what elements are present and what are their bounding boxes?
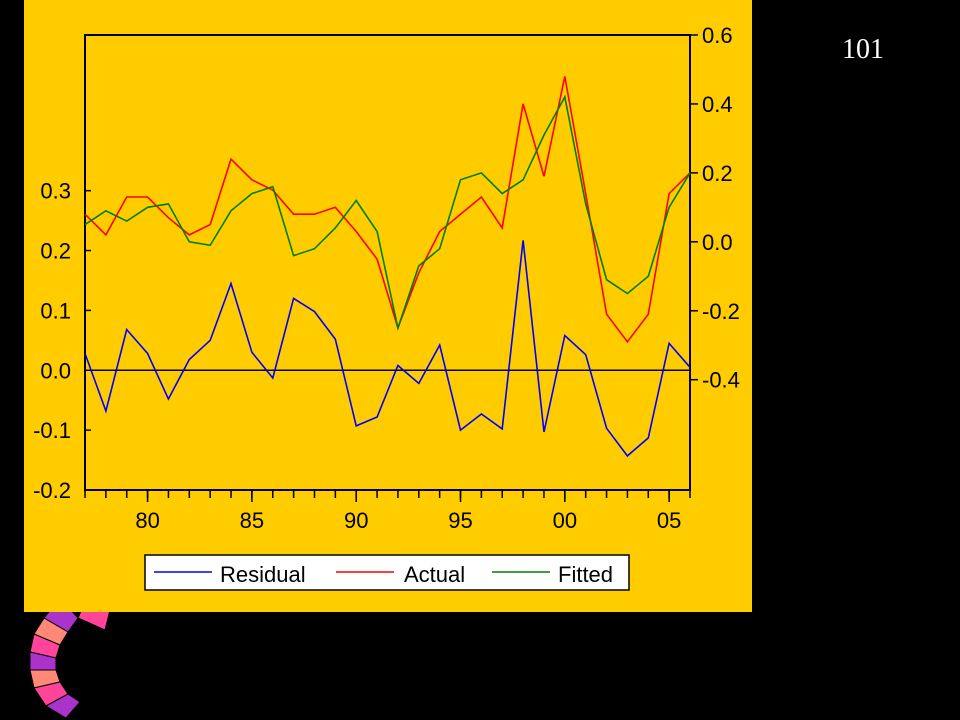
right-tick-label: 0.2 <box>702 161 733 186</box>
x-tick-label: 05 <box>657 508 681 533</box>
legend: Residual Actual Fitted <box>144 554 630 591</box>
left-tick-label: 0.1 <box>40 298 71 323</box>
series-line-residual <box>84 240 691 458</box>
x-axis: 80 85 90 95 00 05 <box>84 490 691 533</box>
right-axis: 0.6 0.4 0.2 0.0 -0.2 -0.4 <box>690 23 740 393</box>
plot-area-frame <box>84 34 691 491</box>
x-tick-label: 95 <box>448 508 472 533</box>
series-lines <box>84 76 691 458</box>
right-tick-label: -0.2 <box>702 299 740 324</box>
x-tick-label: 85 <box>240 508 264 533</box>
x-tick-label: 80 <box>135 508 159 533</box>
series-line-fitted <box>84 94 691 332</box>
x-tick-label: 00 <box>553 508 577 533</box>
legend-label-residual: Residual <box>220 562 306 587</box>
right-tick-label: 0.6 <box>702 23 733 48</box>
legend-label-actual: Actual <box>404 562 465 587</box>
left-tick-label: -0.2 <box>33 478 71 503</box>
chart-background <box>24 0 752 612</box>
right-tick-label: 0.4 <box>702 92 733 117</box>
page-number: 101 <box>842 34 884 65</box>
legend-label-fitted: Fitted <box>558 562 613 587</box>
x-tick-label: 90 <box>344 508 368 533</box>
chart-panel: 0.3 0.2 0.1 0.0 -0.1 -0.2 0.6 0.4 0.2 0.0 -0.2 -0.… <box>24 0 752 612</box>
left-tick-label: 0.3 <box>40 179 71 204</box>
left-tick-label: 0.0 <box>40 358 71 383</box>
right-tick-label: -0.4 <box>702 368 740 393</box>
left-tick-label: 0.2 <box>40 239 71 264</box>
swirl-segment <box>44 693 81 719</box>
left-axis: 0.3 0.2 0.1 0.0 -0.1 -0.2 <box>33 179 91 503</box>
left-tick-label: -0.1 <box>33 418 71 443</box>
right-tick-label: 0.0 <box>702 230 733 255</box>
